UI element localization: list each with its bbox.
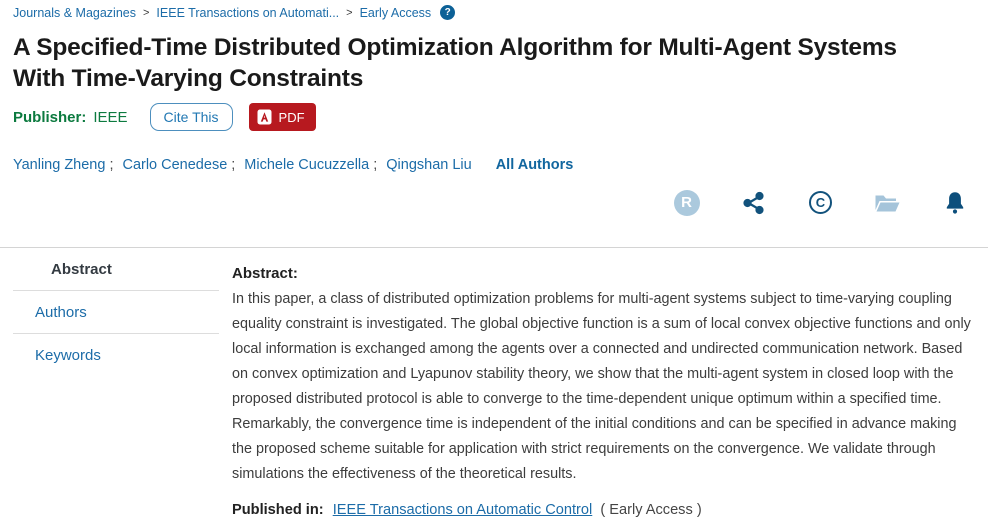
sidebar-item-authors[interactable]: Authors — [13, 291, 219, 334]
author-link[interactable]: Michele Cucuzzella — [244, 157, 370, 173]
circle-r-icon[interactable]: R — [673, 189, 700, 216]
author-link[interactable]: Yanling Zheng — [13, 157, 106, 173]
circle-r-glyph: R — [673, 189, 700, 216]
publisher-label: Publisher: — [13, 108, 87, 126]
sidebar-item-abstract[interactable]: Abstract — [13, 248, 219, 291]
author-separator: ; — [231, 157, 236, 173]
breadcrumb-early-access[interactable]: Early Access — [359, 5, 432, 20]
breadcrumb-separator: > — [346, 6, 353, 19]
all-authors-link[interactable]: All Authors — [495, 157, 574, 173]
section-divider — [0, 247, 988, 248]
author-link[interactable]: Carlo Cenedese — [122, 157, 228, 173]
section-sidebar: Abstract Authors Keywords — [13, 248, 219, 376]
cite-this-button[interactable]: Cite This — [149, 103, 233, 131]
page-title: A Specified-Time Distributed Optimizatio… — [13, 34, 897, 92]
copyright-icon[interactable]: C — [807, 189, 834, 216]
published-in-suffix: ( Early Access ) — [600, 502, 702, 518]
sidebar-item-keywords[interactable]: Keywords — [35, 347, 101, 364]
pdf-button[interactable]: PDF — [248, 103, 316, 131]
folder-icon[interactable] — [874, 189, 901, 216]
published-in-label: Published in: — [232, 502, 324, 518]
help-icon[interactable]: ? — [440, 5, 456, 20]
abstract-text: In this paper, a class of distributed op… — [232, 291, 971, 482]
published-in-row: Published in: IEEE Transactions on Autom… — [232, 502, 974, 518]
copyright-glyph: C — [809, 191, 832, 214]
author-separator: ; — [109, 157, 114, 173]
pdf-file-icon — [257, 109, 272, 125]
breadcrumb-journals-magazines[interactable]: Journals & Magazines — [13, 5, 136, 20]
publisher-value: IEEE — [93, 108, 128, 126]
authors-row: Yanling Zheng ; Carlo Cenedese ; Michele… — [13, 157, 974, 173]
author-link[interactable]: Qingshan Liu — [386, 157, 472, 173]
breadcrumb-journal[interactable]: IEEE Transactions on Automati... — [156, 5, 340, 20]
author-separator: ; — [373, 157, 378, 173]
abstract-heading: Abstract: — [232, 265, 298, 282]
breadcrumb-separator: > — [142, 6, 150, 19]
published-in-journal-link[interactable]: IEEE Transactions on Automatic Control — [332, 502, 593, 518]
breadcrumb: Journals & Magazines > IEEE Transactions… — [13, 0, 974, 20]
alerts-bell-icon[interactable] — [941, 189, 968, 216]
publisher-row: Publisher: IEEE Cite This PDF — [13, 103, 974, 131]
content-area: Abstract Authors Keywords Abstract: In t… — [13, 248, 974, 518]
share-icon[interactable] — [740, 189, 767, 216]
action-icon-row: R C — [13, 189, 974, 216]
abstract-section: Abstract: In this paper, a class of dist… — [219, 248, 974, 518]
pdf-button-label: PDF — [278, 109, 305, 125]
